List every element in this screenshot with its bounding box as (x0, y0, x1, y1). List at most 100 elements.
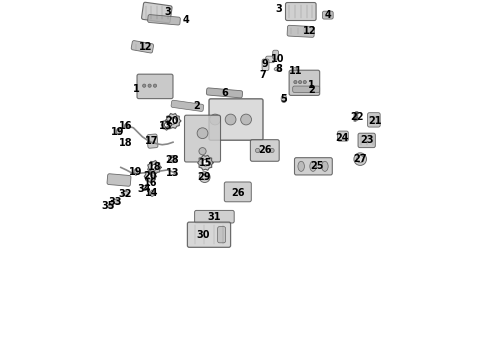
Circle shape (303, 81, 306, 84)
Text: 20: 20 (143, 171, 156, 181)
FancyBboxPatch shape (147, 134, 158, 148)
Circle shape (108, 204, 112, 208)
Circle shape (357, 156, 364, 163)
Text: 1: 1 (133, 84, 140, 94)
Text: 18: 18 (119, 138, 132, 148)
Circle shape (197, 128, 208, 139)
FancyBboxPatch shape (107, 174, 131, 186)
FancyBboxPatch shape (171, 100, 204, 112)
Text: 27: 27 (353, 154, 367, 165)
Ellipse shape (274, 67, 281, 71)
FancyBboxPatch shape (287, 25, 315, 37)
Circle shape (153, 84, 157, 87)
Ellipse shape (134, 169, 138, 175)
Ellipse shape (122, 192, 129, 196)
Ellipse shape (113, 199, 120, 204)
Circle shape (294, 81, 297, 84)
FancyBboxPatch shape (294, 158, 332, 175)
FancyBboxPatch shape (147, 15, 180, 25)
Circle shape (171, 157, 174, 161)
Text: 24: 24 (336, 132, 349, 143)
Polygon shape (148, 161, 161, 174)
Ellipse shape (117, 128, 120, 135)
Circle shape (170, 118, 176, 124)
Text: 28: 28 (166, 155, 179, 165)
Circle shape (148, 174, 153, 179)
Text: 18: 18 (147, 162, 161, 172)
FancyBboxPatch shape (131, 41, 153, 53)
Circle shape (210, 114, 220, 125)
Circle shape (151, 165, 157, 170)
Text: 16: 16 (144, 177, 157, 188)
Circle shape (142, 185, 147, 190)
Text: 22: 22 (350, 112, 364, 122)
Circle shape (169, 156, 176, 163)
Circle shape (148, 84, 151, 87)
Circle shape (270, 148, 274, 153)
Text: 26: 26 (231, 188, 245, 198)
Text: 4: 4 (182, 15, 189, 25)
Circle shape (202, 175, 207, 180)
Polygon shape (144, 170, 156, 183)
Text: 26: 26 (258, 145, 271, 156)
Polygon shape (165, 113, 181, 129)
FancyBboxPatch shape (286, 3, 316, 21)
Text: 1: 1 (308, 80, 315, 90)
Circle shape (164, 123, 169, 127)
Text: 23: 23 (361, 135, 374, 145)
Circle shape (241, 114, 251, 125)
Circle shape (199, 172, 210, 183)
Text: 17: 17 (145, 136, 158, 147)
Text: 21: 21 (368, 116, 381, 126)
Text: 4: 4 (324, 10, 331, 20)
FancyBboxPatch shape (209, 99, 263, 140)
Text: 7: 7 (259, 69, 266, 80)
FancyBboxPatch shape (266, 56, 275, 63)
Text: 35: 35 (101, 201, 115, 211)
Circle shape (199, 148, 206, 155)
Circle shape (202, 159, 209, 166)
Text: 25: 25 (310, 161, 324, 171)
Circle shape (255, 148, 260, 153)
FancyBboxPatch shape (185, 115, 220, 162)
Text: 32: 32 (119, 189, 132, 199)
Circle shape (293, 68, 297, 72)
FancyBboxPatch shape (187, 222, 231, 247)
Circle shape (225, 114, 236, 125)
FancyBboxPatch shape (293, 86, 319, 93)
Text: 8: 8 (276, 64, 283, 74)
FancyBboxPatch shape (137, 74, 173, 99)
Text: 15: 15 (198, 158, 212, 168)
Ellipse shape (281, 95, 287, 103)
Circle shape (124, 123, 129, 129)
Text: 3: 3 (276, 4, 283, 14)
Text: 10: 10 (270, 54, 284, 64)
Text: 31: 31 (208, 212, 221, 222)
FancyBboxPatch shape (322, 11, 333, 19)
Text: 34: 34 (138, 184, 151, 194)
FancyBboxPatch shape (224, 182, 251, 202)
Text: 29: 29 (197, 172, 210, 182)
Text: 6: 6 (222, 88, 228, 98)
Ellipse shape (310, 161, 316, 171)
Polygon shape (197, 155, 213, 170)
Text: 30: 30 (197, 230, 210, 240)
Text: 20: 20 (166, 116, 179, 126)
Circle shape (143, 84, 146, 87)
Text: 3: 3 (164, 6, 171, 17)
Text: 16: 16 (119, 121, 132, 131)
FancyBboxPatch shape (289, 70, 319, 95)
FancyBboxPatch shape (250, 140, 279, 161)
Ellipse shape (298, 161, 304, 171)
Ellipse shape (321, 161, 328, 171)
FancyBboxPatch shape (338, 131, 348, 141)
FancyBboxPatch shape (206, 88, 243, 98)
Text: 11: 11 (289, 66, 302, 76)
Text: 14: 14 (145, 188, 158, 198)
Text: 12: 12 (303, 26, 317, 36)
Text: 5: 5 (280, 94, 287, 104)
Text: 2: 2 (193, 101, 200, 111)
FancyBboxPatch shape (195, 211, 234, 223)
FancyBboxPatch shape (218, 227, 225, 243)
Polygon shape (161, 120, 172, 130)
